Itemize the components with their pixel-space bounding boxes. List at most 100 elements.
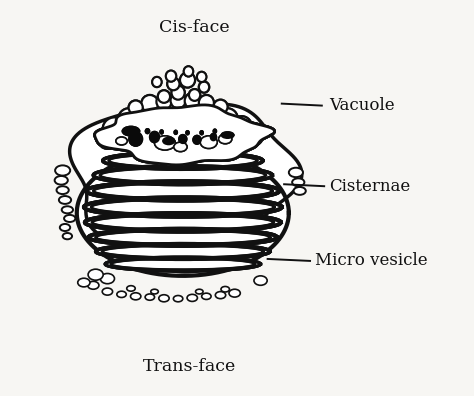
Text: Cisternae: Cisternae: [329, 178, 410, 195]
Ellipse shape: [121, 126, 140, 137]
Ellipse shape: [121, 126, 140, 137]
Ellipse shape: [103, 117, 126, 141]
Ellipse shape: [244, 126, 263, 146]
Ellipse shape: [178, 134, 188, 144]
Ellipse shape: [128, 101, 143, 114]
Polygon shape: [96, 244, 270, 259]
Text: Cis-face: Cis-face: [159, 19, 230, 36]
Ellipse shape: [141, 95, 158, 112]
Ellipse shape: [192, 135, 201, 145]
Ellipse shape: [162, 137, 175, 145]
Ellipse shape: [175, 103, 196, 124]
Ellipse shape: [117, 291, 126, 297]
Ellipse shape: [103, 117, 126, 141]
Polygon shape: [85, 213, 281, 232]
Ellipse shape: [149, 131, 160, 143]
Ellipse shape: [141, 95, 158, 112]
Ellipse shape: [199, 82, 209, 93]
Polygon shape: [86, 181, 279, 201]
Ellipse shape: [64, 215, 75, 222]
Ellipse shape: [213, 100, 228, 114]
Ellipse shape: [127, 286, 135, 291]
Ellipse shape: [171, 93, 186, 109]
Ellipse shape: [102, 288, 113, 295]
Ellipse shape: [199, 130, 204, 135]
Ellipse shape: [203, 105, 224, 126]
Ellipse shape: [55, 166, 70, 175]
Ellipse shape: [156, 94, 172, 110]
Ellipse shape: [197, 72, 206, 82]
Ellipse shape: [132, 105, 153, 126]
Ellipse shape: [213, 100, 228, 114]
Ellipse shape: [159, 129, 164, 135]
Polygon shape: [103, 152, 263, 169]
Ellipse shape: [116, 137, 127, 145]
Ellipse shape: [203, 105, 224, 126]
Ellipse shape: [293, 187, 306, 195]
Polygon shape: [77, 150, 289, 276]
Ellipse shape: [128, 101, 143, 114]
Polygon shape: [70, 104, 302, 272]
Ellipse shape: [220, 131, 235, 139]
Ellipse shape: [158, 90, 170, 103]
Ellipse shape: [185, 93, 200, 109]
Ellipse shape: [231, 116, 252, 138]
Polygon shape: [84, 197, 282, 217]
Polygon shape: [93, 166, 273, 185]
Ellipse shape: [60, 224, 70, 231]
Ellipse shape: [167, 78, 180, 90]
Ellipse shape: [149, 131, 160, 143]
Ellipse shape: [173, 129, 178, 135]
Ellipse shape: [229, 289, 240, 297]
Polygon shape: [86, 181, 279, 201]
Ellipse shape: [199, 95, 214, 111]
Ellipse shape: [189, 89, 200, 101]
Polygon shape: [103, 152, 263, 169]
Ellipse shape: [88, 269, 103, 280]
Polygon shape: [95, 105, 274, 165]
Ellipse shape: [59, 196, 71, 204]
Ellipse shape: [244, 126, 263, 146]
Ellipse shape: [62, 206, 73, 213]
Ellipse shape: [172, 86, 185, 100]
Ellipse shape: [180, 72, 195, 88]
Polygon shape: [95, 105, 274, 165]
Ellipse shape: [146, 103, 167, 124]
Polygon shape: [95, 105, 274, 165]
Ellipse shape: [166, 70, 176, 82]
Polygon shape: [85, 213, 281, 232]
Ellipse shape: [178, 134, 188, 144]
Ellipse shape: [116, 137, 127, 145]
Ellipse shape: [63, 233, 72, 239]
Ellipse shape: [192, 135, 201, 145]
Ellipse shape: [100, 274, 115, 284]
Ellipse shape: [118, 109, 139, 130]
Polygon shape: [89, 228, 277, 246]
Ellipse shape: [189, 89, 200, 101]
Ellipse shape: [217, 109, 238, 130]
Ellipse shape: [155, 136, 175, 150]
Ellipse shape: [180, 72, 195, 88]
Text: Micro vesicle: Micro vesicle: [315, 252, 428, 269]
Ellipse shape: [174, 142, 187, 152]
Polygon shape: [84, 197, 282, 217]
Ellipse shape: [161, 103, 182, 124]
Ellipse shape: [152, 77, 162, 87]
Ellipse shape: [128, 131, 143, 147]
Ellipse shape: [118, 109, 139, 130]
Ellipse shape: [184, 66, 193, 76]
Ellipse shape: [151, 289, 158, 294]
Ellipse shape: [166, 70, 176, 82]
Ellipse shape: [146, 103, 167, 124]
Ellipse shape: [212, 128, 217, 134]
Ellipse shape: [88, 282, 99, 289]
Ellipse shape: [189, 103, 210, 124]
Ellipse shape: [98, 129, 117, 149]
Ellipse shape: [173, 129, 178, 135]
Ellipse shape: [254, 276, 267, 285]
Ellipse shape: [210, 133, 217, 141]
Ellipse shape: [78, 278, 90, 287]
Ellipse shape: [55, 176, 68, 185]
Polygon shape: [85, 213, 281, 232]
Ellipse shape: [171, 93, 186, 109]
